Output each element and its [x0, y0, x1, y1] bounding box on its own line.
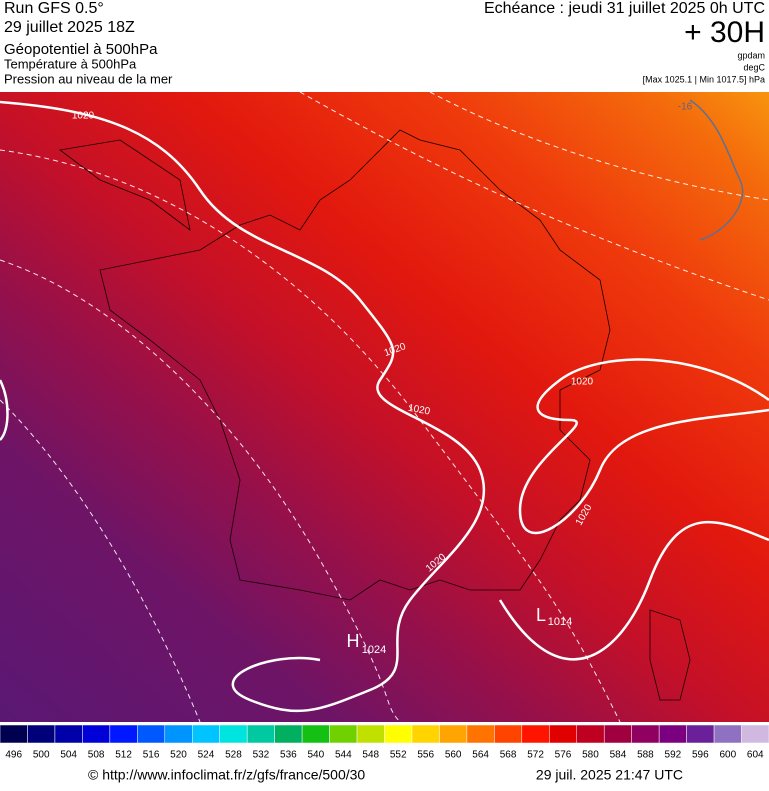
colorbar-label: 596	[692, 750, 709, 761]
isobar-label: 1020	[407, 403, 431, 418]
isotherm-label: -16	[678, 102, 693, 113]
colorbar-label: 576	[555, 750, 572, 761]
colorbar-label: 512	[115, 750, 132, 761]
colorbar-label: 528	[225, 750, 242, 761]
colorbar-swatch	[411, 724, 440, 744]
colorbar-label: 548	[362, 750, 379, 761]
colorbar-swatch	[576, 724, 605, 744]
offset: + 30H	[684, 16, 765, 49]
footer-timestamp: 29 juil. 2025 21:47 UTC	[536, 767, 683, 783]
isotherms	[0, 91, 769, 723]
echeance: Echéance : jeudi 31 juillet 2025 0h UTC	[484, 0, 765, 17]
colorbar-swatch	[54, 724, 83, 744]
isobar-label: 1020	[571, 377, 594, 388]
unit: degC	[743, 62, 765, 72]
colorbar-swatch	[741, 724, 769, 744]
colorbar-label: 524	[198, 750, 215, 761]
coastline	[59, 129, 691, 701]
map-background	[0, 92, 769, 722]
low-letter: L	[536, 605, 546, 625]
colorbar-swatch	[549, 724, 577, 744]
colorbar-label: 496	[5, 750, 22, 761]
colorbar-label: 588	[637, 750, 654, 761]
subtitle: Température à 500hPa	[4, 56, 137, 71]
colorbar-swatch	[439, 724, 468, 744]
isobars	[0, 100, 769, 713]
colorbar-swatch	[109, 724, 138, 744]
colorbar-swatch	[192, 724, 220, 744]
colorbar-swatch	[82, 724, 111, 744]
colorbar-swatch	[329, 724, 358, 744]
footer-url: © http://www.infoclimat.fr/z/gfs/france/…	[88, 767, 365, 783]
colorbar-label: 504	[60, 750, 77, 761]
colorbar-label: 600	[719, 750, 736, 761]
colorbar-label: 516	[143, 750, 160, 761]
colorbar-swatch	[356, 724, 385, 744]
colorbar-swatch	[466, 724, 495, 744]
low-value: 1014	[548, 616, 572, 628]
colorbar-swatch	[219, 724, 248, 744]
colorbar-swatch	[658, 724, 687, 744]
isobar-label: 1020	[72, 111, 95, 122]
high-value: 1024	[362, 644, 386, 656]
colorbar-label: 604	[747, 750, 764, 761]
colorbar-label: 580	[582, 750, 599, 761]
unit: gpdam	[737, 50, 765, 60]
colorbar-label: 500	[33, 750, 50, 761]
run-date: 29 juillet 2025 18Z	[4, 19, 135, 36]
colorbar-label: 560	[445, 750, 462, 761]
colorbar-label: 552	[390, 750, 407, 761]
colorbar-label: 592	[665, 750, 682, 761]
colorbar-swatch	[164, 724, 193, 744]
colorbar-swatch	[521, 724, 550, 744]
colorbar-label: 556	[417, 750, 434, 761]
colorbar-label: 564	[472, 750, 489, 761]
colorbar-label: 520	[170, 750, 187, 761]
colorbar-swatch	[27, 724, 56, 744]
colorbar-label: 584	[610, 750, 627, 761]
colorbar-swatch	[686, 724, 715, 744]
colorbar-swatch	[384, 724, 413, 744]
isotherm-16	[689, 99, 744, 241]
colorbar-swatch	[631, 724, 660, 744]
colorbar-label: 568	[500, 750, 517, 761]
colorbar-swatch	[301, 724, 330, 744]
run: Run GFS 0.5°	[4, 0, 104, 17]
title: Géopotentiel à 500hPa	[4, 41, 158, 58]
colorbar-label: 508	[88, 750, 105, 761]
high-letter: H	[347, 631, 360, 651]
colorbar-label: 572	[527, 750, 544, 761]
colorbar-label: 536	[280, 750, 297, 761]
colorbar-swatch	[713, 724, 742, 744]
colorbar-swatch	[274, 724, 303, 744]
colorbar-label: 532	[253, 750, 270, 761]
colorbar-label: 544	[335, 750, 352, 761]
subtitle: Pression au niveau de la mer	[4, 71, 173, 86]
colorbar-label: 540	[307, 750, 324, 761]
colorbar-swatch	[137, 724, 166, 744]
colorbar-swatch	[246, 724, 275, 744]
colorbar-swatch	[494, 724, 523, 744]
colorbar-swatch	[0, 724, 28, 744]
pressure-range: [Max 1025.1 | Min 1017.5] hPa	[643, 74, 765, 84]
colorbar-swatch	[603, 724, 632, 744]
